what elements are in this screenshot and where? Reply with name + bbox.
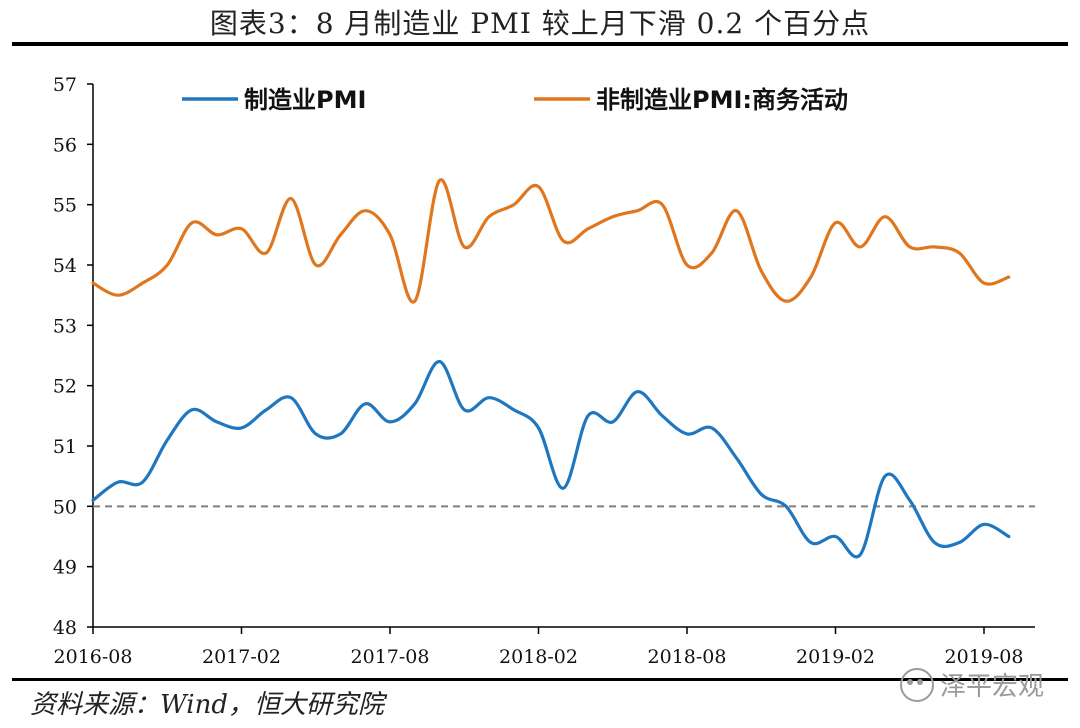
x-tick-label: 2016-08 (54, 646, 133, 668)
y-tick-label: 50 (53, 496, 77, 518)
y-tick-label: 51 (53, 436, 77, 458)
y-tick-label: 57 (53, 74, 77, 96)
series-line-manufacturing (91, 359, 1011, 559)
x-tick-label: 2017-02 (202, 646, 281, 668)
y-tick-label: 56 (53, 134, 77, 156)
series-layer (91, 178, 1035, 559)
y-tick-label: 54 (53, 255, 77, 277)
legend-label: 制造业PMI (244, 86, 366, 114)
watermark-label: 泽平宏观 (939, 672, 1044, 702)
legend-label: 非制造业PMI:商务活动 (596, 86, 848, 114)
x-axis: 2016-08 2017-02 2017-08 2018-02 2018-08 2019-… (54, 626, 1035, 668)
bottom-rule (12, 678, 1068, 681)
y-tick-label: 49 (53, 557, 77, 579)
chart-title: 图表3：8 月制造业 PMI 较上月下滑 0.2 个百分点 (209, 7, 871, 40)
x-tick-label: 2019-08 (945, 646, 1024, 668)
line-chart: 48 49 50 51 52 53 54 55 56 57 2016-08 2017-02 2017-… (53, 74, 1035, 668)
x-tick-label: 2018-08 (648, 646, 727, 668)
y-tick-label: 48 (53, 617, 77, 639)
wechat-icon (899, 667, 934, 702)
y-tick-label: 53 (53, 315, 77, 337)
source-note: 资料来源：Wind，恒大研究院 (30, 690, 384, 720)
legend: 制造业PMI 非制造业PMI:商务活动 (182, 86, 848, 114)
x-tick-label: 2018-02 (499, 646, 578, 668)
x-tick-label: 2017-08 (351, 646, 430, 668)
x-tick-label: 2019-02 (796, 646, 875, 668)
y-axis: 48 49 50 51 52 53 54 55 56 57 (53, 74, 94, 639)
top-rule (12, 42, 1068, 46)
watermark: 泽平宏观 (899, 666, 1044, 703)
y-tick-label: 55 (53, 195, 77, 217)
series-line-non-manufacturing (91, 178, 1011, 304)
y-tick-label: 52 (53, 376, 77, 398)
legend-manufacturing: 制造业PMI (182, 86, 366, 114)
legend-non-manufacturing: 非制造业PMI:商务活动 (534, 86, 848, 114)
